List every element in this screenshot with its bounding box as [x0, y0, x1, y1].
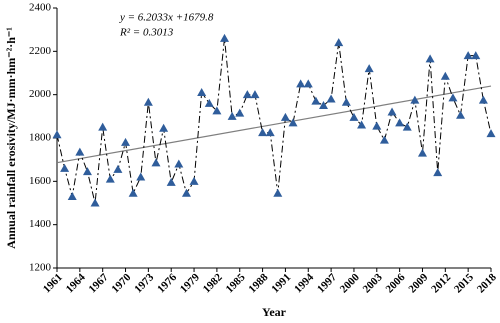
marker: [121, 137, 131, 146]
marker: [303, 79, 313, 88]
marker: [341, 97, 351, 106]
marker: [235, 108, 245, 117]
marker: [486, 129, 496, 138]
x-tick-label: 1967: [87, 271, 111, 295]
y-tick-label: 2400: [29, 2, 52, 14]
marker: [52, 130, 62, 139]
x-tick-label: 1985: [224, 271, 248, 295]
marker: [60, 163, 70, 172]
marker: [250, 90, 260, 99]
marker: [402, 122, 412, 131]
x-tick-label: 1982: [201, 271, 225, 295]
marker: [395, 118, 405, 127]
marker: [204, 98, 214, 107]
marker: [326, 94, 336, 103]
y-tick-label: 1200: [29, 262, 52, 274]
x-tick-label: 2003: [361, 271, 385, 295]
marker: [448, 93, 458, 102]
x-tick-label: 2018: [475, 271, 499, 295]
trend-line: [56, 85, 492, 164]
marker: [456, 110, 466, 119]
marker: [410, 95, 420, 104]
marker: [174, 159, 184, 168]
x-tick-label: 1964: [64, 271, 88, 295]
y-tick-label: 2200: [29, 45, 52, 57]
marker: [357, 120, 367, 129]
x-tick-label: 1973: [132, 271, 156, 295]
marker: [189, 176, 199, 185]
x-tick-label: 2006: [384, 271, 408, 295]
marker: [273, 188, 283, 197]
y-tick-label: 2000: [29, 88, 52, 100]
marker: [136, 172, 146, 181]
marker: [379, 135, 389, 144]
marker: [463, 51, 473, 60]
y-axis-label: Annual rainfall erosivity/MJ·mm·hm⁻²·h⁻¹: [4, 27, 18, 249]
x-tick-label: 2009: [406, 271, 430, 295]
marker: [82, 167, 92, 176]
marker: [166, 177, 176, 186]
marker: [471, 51, 481, 60]
marker: [113, 164, 123, 173]
marker: [311, 96, 321, 105]
marker: [75, 147, 85, 156]
marker: [128, 188, 138, 197]
marker: [318, 101, 328, 109]
marker: [296, 79, 306, 88]
marker: [372, 121, 382, 130]
marker: [258, 128, 268, 137]
x-tick-label: 1970: [109, 271, 133, 295]
marker: [349, 112, 359, 121]
data-line: [56, 38, 492, 204]
y-tick-label: 1800: [29, 132, 52, 144]
marker: [334, 38, 344, 47]
r-squared: R² = 0.3013: [119, 27, 174, 39]
marker: [265, 128, 275, 137]
marker: [364, 64, 374, 73]
x-tick-label: 1976: [155, 271, 179, 295]
marker: [425, 54, 435, 63]
marker: [227, 111, 237, 120]
marker: [98, 122, 108, 131]
y-tick-label: 1400: [29, 218, 52, 230]
marker: [288, 118, 298, 127]
marker: [478, 95, 488, 104]
marker: [242, 90, 252, 99]
x-tick-label: 1961: [41, 271, 65, 295]
x-tick-label: 2000: [338, 271, 362, 295]
equation: y = 6.2033x +1679.8: [119, 12, 214, 24]
x-tick-label: 2015: [452, 271, 476, 295]
marker: [440, 71, 450, 80]
y-tick-label: 1600: [29, 175, 52, 187]
marker: [67, 192, 77, 200]
marker: [90, 198, 100, 207]
x-tick-label: 1997: [315, 271, 339, 295]
marker: [417, 148, 427, 157]
x-tick-label: 1994: [292, 271, 316, 295]
marker: [280, 112, 290, 121]
marker: [105, 174, 115, 183]
marker: [387, 107, 397, 116]
marker: [212, 106, 222, 115]
marker: [197, 88, 207, 96]
marker: [143, 97, 153, 106]
marker: [151, 158, 161, 167]
x-tick-label: 1988: [246, 271, 270, 295]
x-axis-label: Year: [262, 305, 287, 319]
marker: [181, 188, 191, 197]
x-tick-label: 2012: [429, 271, 453, 295]
marker: [159, 123, 169, 132]
marker: [220, 33, 230, 42]
x-tick-label: 1979: [178, 271, 202, 295]
marker: [433, 168, 443, 177]
x-tick-label: 1991: [269, 271, 293, 295]
